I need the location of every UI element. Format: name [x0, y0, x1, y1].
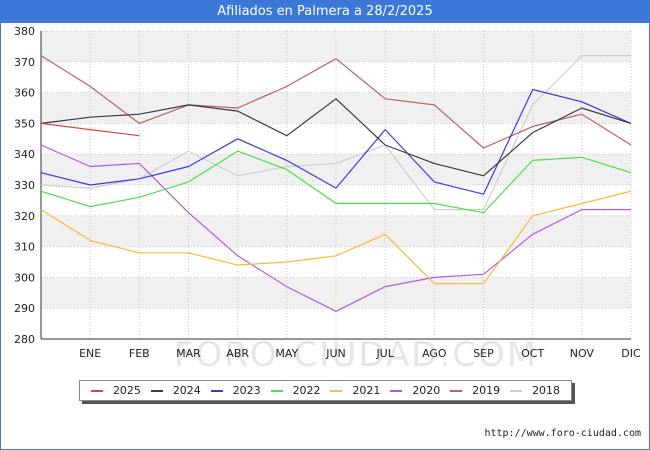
series-line-2019 — [40, 55, 632, 149]
x-tick-label: JUN — [325, 347, 346, 360]
y-tick-label: 350 — [14, 117, 35, 130]
y-tick-label: 380 — [14, 25, 35, 38]
legend-item-2019: 2019 — [450, 384, 500, 397]
series-lines — [40, 54, 632, 312]
y-tick-label: 310 — [14, 241, 35, 254]
legend-item-2022: 2022 — [270, 384, 321, 397]
y-tick-label: 300 — [14, 271, 35, 284]
legend-label: 2022 — [292, 384, 321, 397]
chart-title: Afiliados en Palmera a 28/2/2025 — [1, 1, 649, 23]
x-tick-label: FEB — [129, 347, 150, 360]
y-tick-label: 320 — [14, 210, 35, 223]
legend-label: 2021 — [352, 384, 381, 397]
watermark-layer: FORO-CIUDAD.COM — [174, 335, 538, 375]
legend-item-2025: 2025 — [90, 384, 141, 397]
y-tick-label: 360 — [14, 87, 35, 100]
legend-swatch — [450, 389, 463, 392]
y-tick-label: 290 — [14, 302, 35, 315]
legend-label: 2018 — [532, 384, 561, 397]
legend-item-2020: 2020 — [390, 384, 440, 397]
legend-label: 2024 — [172, 384, 201, 397]
x-tick-label: SEP — [473, 347, 494, 360]
x-tick-label: DIC — [621, 347, 641, 360]
legend-item-2018: 2018 — [510, 384, 560, 397]
legend-swatch — [330, 389, 343, 392]
x-tick-labels: ENE FEB MAR ABR MAY JUN JUL AGO SEP OCT NOV DIC — [79, 347, 641, 360]
legend-label: 2020 — [412, 384, 441, 397]
series-line-2024 — [40, 98, 632, 177]
source-url: http://www.foro-ciudad.com — [484, 428, 641, 439]
x-tick-label: ABR — [226, 347, 249, 360]
series-line-2020 — [40, 144, 631, 312]
y-tick-label: 370 — [14, 56, 35, 69]
series-line-2022 — [40, 150, 632, 214]
legend-item-2023: 2023 — [210, 384, 261, 397]
x-tick-label: ENE — [79, 347, 101, 360]
series-line-2025 — [40, 122, 140, 137]
x-tick-label: MAR — [176, 347, 201, 360]
legend-item-2024: 2024 — [150, 384, 201, 397]
legend-swatch — [90, 389, 103, 392]
y-tick-label: 340 — [14, 148, 35, 161]
line-chart: FORO-CIUDAD.COM 280 290 300 310 320 330 340 350… — [14, 25, 641, 375]
y-tick-label: 280 — [14, 333, 35, 346]
series-line-2023 — [40, 88, 632, 195]
legend-label: 2023 — [232, 384, 261, 397]
legend-label: 2019 — [472, 384, 501, 397]
legend-swatch — [390, 389, 403, 392]
watermark-text: FORO-CIUDAD.COM — [174, 335, 538, 375]
x-tick-label: OCT — [521, 347, 544, 360]
legend-swatch — [510, 389, 523, 392]
legend-swatch — [270, 389, 283, 392]
x-tick-label: MAY — [275, 347, 298, 360]
series-line-2021 — [40, 190, 632, 285]
legend-swatch — [210, 389, 223, 392]
x-tick-label: JUL — [375, 347, 394, 360]
x-tick-label: AGO — [422, 347, 447, 360]
legend: 2025 2024 2023 2022 2021 2020 2019 2018 — [79, 380, 572, 401]
x-tick-label: NOV — [570, 347, 595, 360]
legend-swatch — [150, 389, 163, 392]
legend-item-2021: 2021 — [330, 384, 380, 397]
y-tick-labels: 280 290 300 310 320 330 340 350 360 370 380 — [14, 25, 35, 346]
y-tick-label: 330 — [14, 179, 35, 192]
legend-label: 2025 — [112, 384, 141, 397]
